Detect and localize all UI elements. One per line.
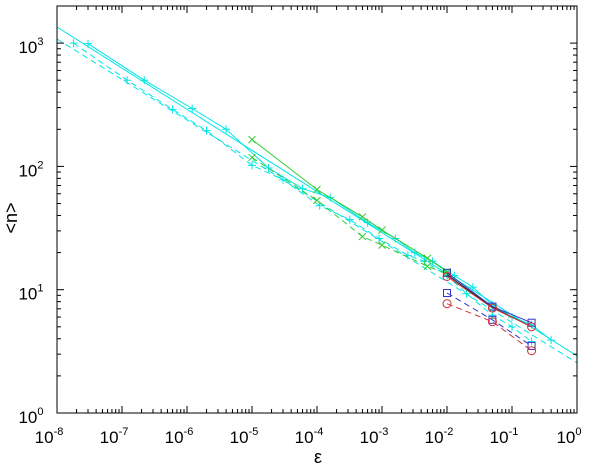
data-point-2-16 <box>547 336 556 345</box>
data-point-3-3 <box>202 126 211 135</box>
plot-frame <box>56 5 578 414</box>
series-line-1 <box>57 38 577 364</box>
data-point-10-0 <box>442 299 452 309</box>
series-line-10 <box>446 303 532 352</box>
data-point-8-2 <box>527 322 537 332</box>
data-point-4-0 <box>248 135 256 144</box>
series-line-5 <box>251 157 448 275</box>
data-point-8-0 <box>442 271 452 281</box>
data-point-3-14 <box>508 322 516 331</box>
data-point-5-0 <box>248 153 256 162</box>
x-tick-label-2: 10-6 <box>165 426 194 447</box>
data-point-4-2 <box>358 212 367 221</box>
data-point-3-2 <box>168 105 177 114</box>
series-line-3 <box>73 42 532 342</box>
data-point-2-15 <box>527 320 536 329</box>
y-tick-label-3: 103 <box>18 36 43 57</box>
x-tick-label-7: 10-1 <box>490 426 519 447</box>
data-point-2-0 <box>84 39 93 48</box>
data-point-4-4 <box>423 254 432 263</box>
data-point-10-2 <box>527 346 537 356</box>
data-point-9-2 <box>527 341 536 350</box>
data-point-9-0 <box>443 289 451 298</box>
x-tick-label-5: 10-3 <box>360 426 389 447</box>
data-point-4-3 <box>378 226 386 234</box>
data-point-5-3 <box>378 241 386 249</box>
data-point-8-1 <box>487 303 497 313</box>
series-line-8 <box>446 276 532 328</box>
y-axis-label: <n> <box>1 202 21 233</box>
data-point-7-0 <box>443 268 451 277</box>
data-point-2-1 <box>140 76 149 85</box>
x-tick-label-6: 10-2 <box>425 426 454 447</box>
data-point-3-0 <box>69 39 78 48</box>
data-point-3-15 <box>527 337 536 346</box>
data-point-10-1 <box>487 317 497 327</box>
y-tick-label-1: 101 <box>18 283 43 304</box>
x-tick-label-8: 100 <box>556 426 581 447</box>
series-line-0 <box>57 26 577 357</box>
y-tick-label-0: 100 <box>18 406 43 427</box>
data-point-5-1 <box>313 196 321 205</box>
x-axis-label: ε <box>314 447 322 467</box>
data-point-2-3 <box>222 125 231 134</box>
axes: 10-8 10-7 10-6 10-5 10-4 10-3 10-2 10-1 100 100 10… <box>18 5 582 447</box>
data-point-3-7 <box>345 215 354 224</box>
data-point-2-2 <box>188 104 197 113</box>
data-point-3-12 <box>462 289 471 298</box>
x-tick-label-4: 10-4 <box>295 426 324 447</box>
data-point-3-1 <box>123 76 132 85</box>
y-tick-label-2: 102 <box>18 159 43 180</box>
series-line-9 <box>446 292 532 347</box>
x-tick-label-0: 10-8 <box>35 426 64 447</box>
data-point-5-4 <box>423 262 432 271</box>
data-point-5-2 <box>358 232 367 241</box>
x-tick-label-1: 10-7 <box>100 426 129 447</box>
plot-area <box>57 26 577 364</box>
data-point-2-4 <box>264 164 273 173</box>
series-line-4 <box>251 139 448 273</box>
data-point-3-4 <box>248 161 256 170</box>
data-point-2-12 <box>468 283 477 292</box>
x-tick-label-3: 10-5 <box>230 426 259 447</box>
data-point-3-8 <box>375 234 384 243</box>
data-point-4-1 <box>313 185 321 194</box>
data-point-7-2 <box>527 318 536 327</box>
series-line-7 <box>446 272 532 324</box>
